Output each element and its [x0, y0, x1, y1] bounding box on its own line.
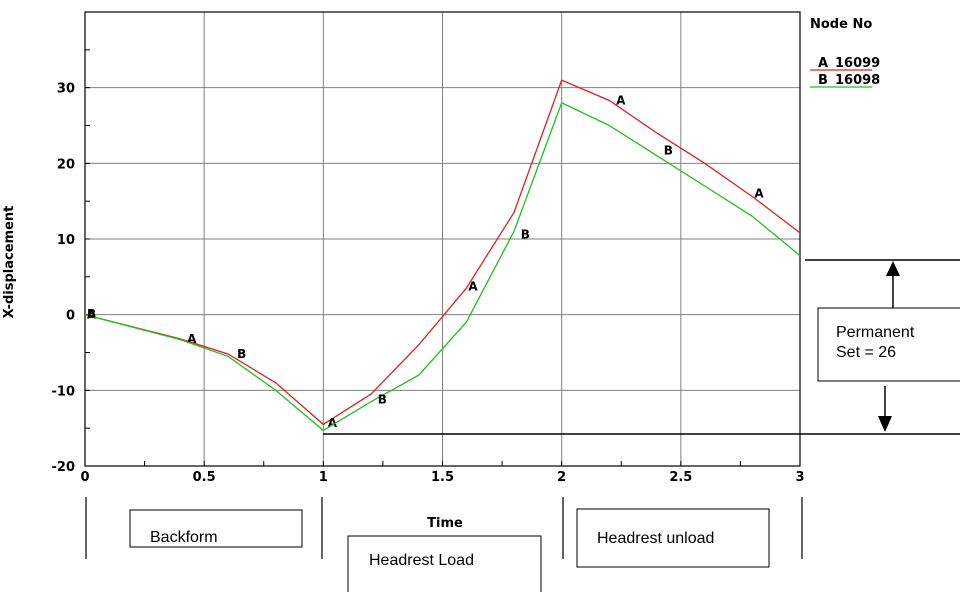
series-line-b	[84, 101, 801, 432]
y-tick-label: 30	[57, 82, 75, 97]
series-marker-a: A	[468, 280, 478, 294]
minor-ticks	[84, 11, 801, 467]
phase-separators	[85, 497, 803, 559]
y-tick-label: 20	[57, 157, 75, 172]
legend-marker-a: A	[818, 56, 828, 71]
legend-label-b: 16098	[835, 73, 880, 88]
down-arrow-head	[878, 416, 892, 432]
tick-labels: 0 0.5 1 1.5 2 2.5 3 -20 -10 0 10 20 30	[52, 82, 805, 485]
legend: Node No A 16099 B 16098	[810, 17, 880, 88]
x-tick-label: 2	[557, 470, 566, 485]
y-tick-label: 0	[66, 309, 75, 324]
y-tick-label: 10	[57, 233, 75, 248]
legend-label-a: 16099	[835, 56, 880, 71]
backform-label: Backform	[150, 529, 218, 546]
series-marker-a: A	[187, 332, 197, 346]
permanent-set-line: Permanent	[836, 324, 915, 341]
y-tick-label: -10	[52, 384, 76, 399]
series-marker-b: B	[237, 347, 246, 361]
x-tick-label: 0.5	[193, 470, 216, 485]
headrest-load-label: Headrest Load	[369, 552, 474, 569]
headrest-unload-label: Headrest unload	[597, 530, 714, 547]
headrest-unload-box	[576, 508, 770, 568]
y-axis-label: X-displacement	[2, 206, 17, 319]
phase-headrest-unload: Headrest unload	[576, 508, 770, 568]
phase-headrest-load: Headrest Load	[347, 535, 542, 592]
permanent-set-box	[817, 307, 960, 382]
legend-title: Node No	[810, 17, 872, 32]
legend-marker-b: B	[818, 73, 828, 88]
grid-lines	[84, 12, 801, 467]
permanent-set-line: Set = 26	[836, 344, 896, 361]
series-marker-b: B	[87, 307, 96, 321]
x-tick-label: 0	[80, 470, 89, 485]
x-tick-label: 3	[795, 470, 804, 485]
series-marker-b: B	[378, 392, 387, 406]
y-tick-label: -20	[52, 460, 76, 475]
series-marker-a: A	[754, 187, 764, 201]
series-marker-b: B	[664, 143, 673, 157]
permanent-set-text: Permanent Set = 26	[836, 324, 915, 361]
series-line-a	[84, 79, 801, 426]
x-tick-label: 2.5	[669, 470, 692, 485]
series-marker-b: B	[521, 227, 530, 241]
backform-box	[129, 509, 303, 548]
legend-entry-b: B 16098	[810, 73, 880, 88]
series-marker-a: A	[87, 308, 97, 322]
series-marker-a: A	[328, 416, 338, 430]
legend-entry-a: A 16099	[810, 56, 880, 71]
up-arrow-head	[886, 261, 900, 276]
x-tick-label: 1	[319, 470, 328, 485]
phase-backform: Backform	[129, 509, 303, 548]
x-axis-label: Time	[427, 516, 463, 531]
x-tick-label: 1.5	[431, 470, 454, 485]
series-marker-a: A	[616, 94, 626, 108]
headrest-load-box	[347, 535, 542, 592]
permanent-set-annotation: Permanent Set = 26	[323, 259, 960, 435]
